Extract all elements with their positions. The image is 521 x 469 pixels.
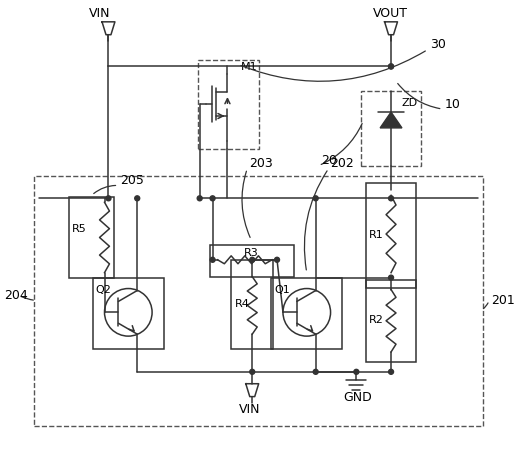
- Circle shape: [210, 257, 215, 262]
- Circle shape: [250, 257, 255, 262]
- Text: R4: R4: [234, 299, 249, 310]
- Circle shape: [313, 196, 318, 201]
- Circle shape: [313, 370, 318, 374]
- Bar: [69, 197, 115, 278]
- Text: VIN: VIN: [89, 8, 110, 20]
- Bar: [93, 278, 164, 349]
- Circle shape: [197, 196, 202, 201]
- Bar: [209, 245, 294, 277]
- Text: ZD: ZD: [402, 98, 418, 108]
- Text: Q2: Q2: [95, 285, 111, 295]
- Bar: [361, 91, 421, 166]
- Text: 10: 10: [444, 98, 461, 111]
- Text: 30: 30: [430, 38, 445, 51]
- Bar: [34, 175, 483, 426]
- Text: 204: 204: [4, 289, 28, 302]
- Text: R5: R5: [72, 224, 86, 234]
- Circle shape: [389, 370, 393, 374]
- Text: R1: R1: [369, 230, 384, 240]
- Circle shape: [250, 370, 255, 374]
- Circle shape: [389, 275, 393, 280]
- Text: 205: 205: [120, 174, 144, 187]
- Polygon shape: [380, 112, 402, 128]
- Text: 203: 203: [249, 157, 273, 170]
- Circle shape: [135, 196, 140, 201]
- Text: M1: M1: [241, 62, 257, 72]
- Text: 20: 20: [320, 154, 337, 167]
- Text: R2: R2: [369, 315, 384, 325]
- Circle shape: [389, 196, 393, 201]
- Text: VIN: VIN: [239, 403, 261, 416]
- Text: VOUT: VOUT: [373, 8, 408, 20]
- Bar: [231, 260, 273, 349]
- Circle shape: [354, 370, 359, 374]
- Text: R3: R3: [244, 248, 258, 258]
- Circle shape: [275, 257, 279, 262]
- Text: 201: 201: [491, 294, 515, 307]
- Circle shape: [389, 64, 393, 69]
- Circle shape: [106, 196, 111, 201]
- Bar: [366, 280, 416, 362]
- Bar: [271, 278, 342, 349]
- Text: 202: 202: [330, 157, 354, 170]
- Circle shape: [210, 196, 215, 201]
- Circle shape: [389, 64, 393, 69]
- Bar: [197, 60, 259, 149]
- Bar: [366, 183, 416, 287]
- Text: Q1: Q1: [274, 285, 290, 295]
- Text: GND: GND: [343, 391, 372, 404]
